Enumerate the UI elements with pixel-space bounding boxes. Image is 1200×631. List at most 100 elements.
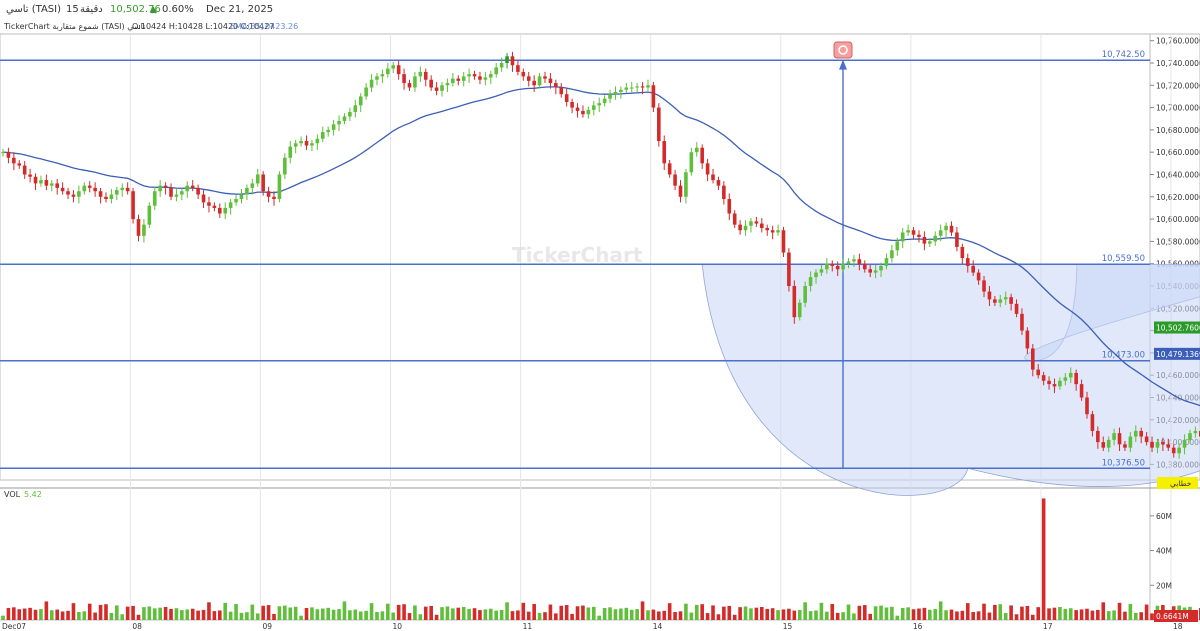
- interval-unit[interactable]: دقيقة: [80, 4, 103, 15]
- legend-ema-label: EMA(35): [230, 22, 264, 31]
- candle-body: [348, 112, 352, 117]
- candle-body: [109, 194, 114, 200]
- candle-body: [879, 265, 883, 271]
- volume-bar: [461, 606, 466, 620]
- candle-body: [982, 280, 986, 292]
- candle-body: [407, 83, 412, 88]
- volume-bar: [651, 609, 656, 620]
- volume-bar: [1052, 607, 1057, 620]
- volume-bar: [890, 606, 894, 620]
- volume-bar: [868, 613, 872, 620]
- candle-body: [1133, 430, 1138, 437]
- candle-body: [667, 163, 672, 175]
- candle-body: [749, 221, 753, 226]
- candle-body: [440, 85, 444, 91]
- legend-source: TickerChart شموع متقاربة (TASI) تاسي: [4, 22, 146, 31]
- candle-body: [559, 87, 564, 95]
- candle-body: [673, 174, 677, 186]
- volume-bar: [933, 609, 938, 620]
- candle-body: [933, 235, 938, 242]
- candle-body: [830, 263, 835, 266]
- candle-body: [1014, 303, 1019, 314]
- volume-bar: [255, 613, 260, 620]
- volume-bar: [115, 605, 119, 620]
- candle-body: [657, 107, 661, 142]
- candle-body: [581, 110, 585, 115]
- session-date: Dec 21, 2025: [206, 4, 274, 15]
- symbol-label[interactable]: تاسي (TASI): [6, 4, 61, 15]
- volume-bar: [619, 608, 623, 620]
- candle-body: [944, 225, 948, 231]
- candle-body: [976, 272, 981, 281]
- x-tick-label: Dec07: [2, 622, 26, 631]
- volume-bar: [1025, 605, 1030, 620]
- candle-body: [808, 277, 813, 286]
- volume-bar: [852, 613, 856, 620]
- candle-body: [239, 194, 244, 200]
- volume-bar: [521, 602, 526, 620]
- camera-icon[interactable]: [833, 41, 853, 59]
- candle-body: [537, 76, 542, 86]
- volume-bar: [1123, 611, 1127, 620]
- volume-bar: [413, 605, 417, 620]
- volume-bar: [451, 608, 455, 620]
- candle-body: [1123, 444, 1127, 448]
- x-tick-label: 08: [132, 622, 142, 631]
- volume-y-tick-label: 60M: [1156, 512, 1172, 521]
- volume-bar: [218, 610, 222, 620]
- price-panel-frame: [0, 33, 1200, 481]
- candle-body: [516, 65, 520, 72]
- candle-body: [1150, 442, 1154, 448]
- candle-body: [310, 143, 314, 146]
- x-tick-label: 17: [1043, 622, 1053, 631]
- candle-body: [93, 187, 97, 192]
- volume-bar: [434, 614, 439, 620]
- volume-bar: [77, 612, 81, 620]
- candle-body: [60, 187, 65, 192]
- candle-body: [77, 191, 81, 197]
- candle-body: [245, 187, 249, 195]
- volume-bar: [1068, 608, 1073, 620]
- volume-bar: [602, 608, 607, 620]
- y-tick-label: 10,740.0000: [1156, 59, 1200, 68]
- volume-bar: [781, 609, 786, 620]
- volume-bar: [987, 612, 992, 620]
- volume-bar: [900, 608, 905, 620]
- candle-body: [250, 183, 255, 188]
- volume-bar: [49, 610, 54, 620]
- level-label: 10,473.00: [1102, 351, 1145, 361]
- volume-bar: [819, 602, 824, 620]
- candle-body: [55, 183, 59, 188]
- candle-body: [732, 213, 737, 225]
- x-tick-label: 16: [913, 622, 923, 631]
- interval-value[interactable]: 15: [66, 4, 79, 15]
- volume-bar: [1101, 602, 1106, 620]
- volume-bar: [938, 601, 943, 620]
- volume-bar: [738, 607, 742, 620]
- candle-body: [22, 165, 27, 175]
- volume-bar: [402, 604, 406, 620]
- volume-bar: [1117, 602, 1122, 620]
- candle-body: [526, 76, 531, 81]
- candle-body: [380, 74, 385, 77]
- candle-body: [1166, 444, 1171, 448]
- candle-body: [846, 261, 851, 264]
- note-badge[interactable]: [1157, 477, 1198, 489]
- volume-bar: [407, 613, 412, 620]
- candle-body: [353, 105, 358, 113]
- candle-body: [564, 94, 569, 103]
- candle-body: [689, 152, 694, 173]
- candle-body: [862, 263, 867, 270]
- candle-body: [792, 285, 797, 318]
- volume-bar: [320, 608, 325, 620]
- volume-bar: [55, 609, 59, 620]
- candle-body: [835, 265, 840, 270]
- candle-body: [629, 87, 634, 89]
- candle-body: [1, 152, 5, 154]
- candle-body: [743, 225, 748, 231]
- candle-body: [586, 109, 591, 115]
- candle-body: [705, 163, 710, 175]
- candle-body: [1128, 436, 1133, 448]
- volume-bar: [239, 612, 244, 620]
